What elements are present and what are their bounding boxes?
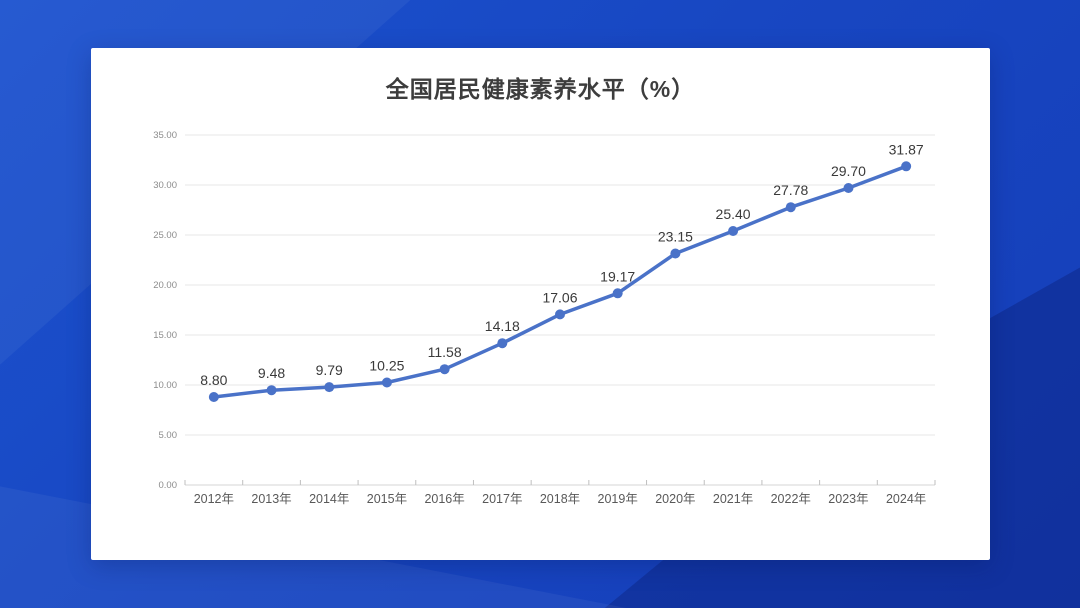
- data-point-label: 19.17: [600, 268, 635, 284]
- data-point: [555, 309, 565, 320]
- data-point-label: 23.15: [658, 229, 693, 245]
- data-point: [612, 288, 623, 299]
- x-axis-category-label: 2012年: [194, 492, 234, 506]
- x-axis-category-label: 2014年: [309, 492, 349, 506]
- data-point-label: 25.40: [716, 206, 751, 222]
- data-point: [324, 382, 335, 393]
- data-point: [785, 202, 796, 213]
- chart-card: 全国居民健康素养水平（%） 0.00 5.00 10.00 15.00 20.00 25.…: [91, 48, 990, 560]
- x-axis-category-label: 2021年: [713, 492, 753, 506]
- data-point-label: 27.78: [773, 182, 808, 198]
- y-axis-tick-label: 0.00: [159, 480, 178, 491]
- data-point: [208, 392, 219, 402]
- data-point-label: 10.25: [369, 358, 404, 374]
- data-point: [266, 385, 277, 396]
- x-axis-category-label: 2019年: [598, 492, 638, 506]
- x-axis-category-label: 2023年: [828, 492, 868, 506]
- data-point-label: 9.48: [258, 365, 285, 381]
- x-axis-category-label: 2018年: [540, 492, 580, 506]
- data-point-label: 14.18: [485, 318, 520, 334]
- data-point-label: 29.70: [831, 163, 866, 179]
- data-point: [901, 161, 912, 172]
- line-chart: 0.00 5.00 10.00 15.00 20.00 25.00 30.00 35.00 20…: [153, 130, 936, 506]
- y-axis-tick-label: 20.00: [153, 280, 177, 291]
- x-axis-category-label: 2013年: [251, 492, 291, 506]
- x-axis-category-label: 2017年: [482, 492, 522, 506]
- data-point: [381, 377, 392, 388]
- chart-title: 全国居民健康素养水平（%）: [385, 76, 696, 102]
- data-point-label: 9.79: [316, 362, 343, 378]
- data-point-label: 31.87: [889, 141, 924, 157]
- data-point-label: 8.80: [200, 372, 227, 388]
- x-axis-category-label: 2016年: [424, 492, 464, 506]
- y-axis-tick-label: 30.00: [153, 180, 177, 191]
- data-point: [497, 338, 508, 349]
- y-axis-tick-label: 35.00: [153, 130, 177, 141]
- x-axis-category-label: 2024年: [886, 492, 926, 506]
- data-point-label: 11.58: [428, 344, 462, 360]
- data-point: [843, 183, 854, 193]
- data-point: [670, 248, 681, 259]
- y-axis-tick-label: 5.00: [159, 430, 178, 441]
- data-point: [728, 226, 739, 236]
- y-axis-tick-label: 15.00: [153, 330, 177, 341]
- data-point: [439, 364, 450, 375]
- x-axis-category-label: 2020年: [655, 492, 695, 506]
- y-axis-tick-label: 10.00: [153, 380, 177, 391]
- y-axis-tick-label: 25.00: [153, 230, 177, 241]
- x-axis-category-label: 2015年: [367, 492, 407, 506]
- data-point-label: 17.06: [542, 289, 577, 305]
- x-axis-category-label: 2022年: [771, 492, 811, 506]
